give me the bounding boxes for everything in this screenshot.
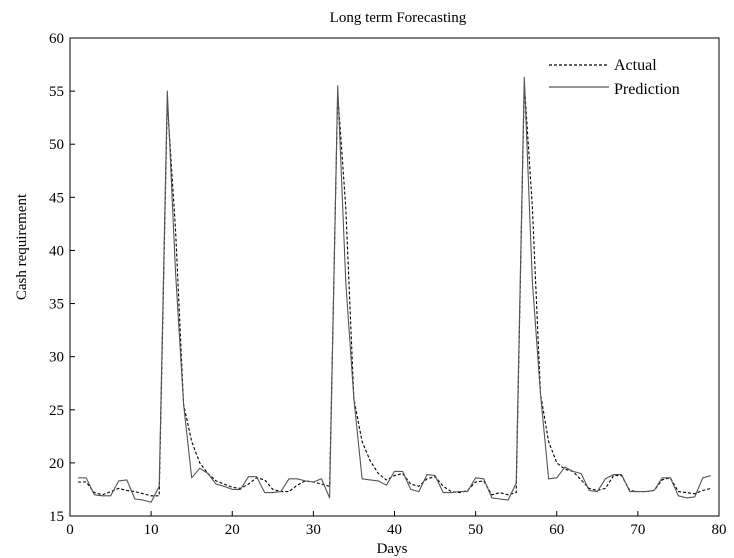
x-axis: 0 10 20 30 40 50 60 70 80 xyxy=(66,511,727,538)
y-tick-label: 20 xyxy=(49,456,64,472)
x-tick-label: 20 xyxy=(225,522,240,538)
y-tick-label: 35 xyxy=(49,297,64,313)
legend-label-prediction: Prediction xyxy=(614,81,680,98)
series-line-actual xyxy=(78,82,712,497)
x-tick-label: 10 xyxy=(144,522,159,538)
x-tick-label: 60 xyxy=(549,522,564,538)
y-axis-label: Cash requirement xyxy=(14,193,30,300)
y-tick-label: 15 xyxy=(49,509,64,525)
x-tick-label: 70 xyxy=(630,522,645,538)
y-tick-label: 55 xyxy=(49,84,64,100)
series-layer xyxy=(78,76,712,503)
x-tick-label: 0 xyxy=(66,522,74,538)
y-tick-label: 30 xyxy=(49,350,64,366)
x-tick-label: 40 xyxy=(387,522,402,538)
y-tick-label: 25 xyxy=(49,403,64,419)
x-tick-label: 50 xyxy=(468,522,483,538)
y-tick-label: 40 xyxy=(49,243,64,259)
x-axis-label: Days xyxy=(377,541,408,557)
legend: Actual Prediction xyxy=(549,57,680,98)
series-line-prediction xyxy=(78,76,712,503)
y-axis: 15 20 25 30 35 40 45 50 55 60 xyxy=(49,31,75,525)
legend-label-actual: Actual xyxy=(614,57,657,74)
y-tick-label: 45 xyxy=(49,190,64,206)
x-tick-label: 80 xyxy=(712,522,727,538)
chart-title: Long term Forecasting xyxy=(330,10,467,26)
y-tick-label: 60 xyxy=(49,31,64,47)
x-tick-label: 30 xyxy=(306,522,321,538)
y-tick-label: 50 xyxy=(49,137,64,153)
